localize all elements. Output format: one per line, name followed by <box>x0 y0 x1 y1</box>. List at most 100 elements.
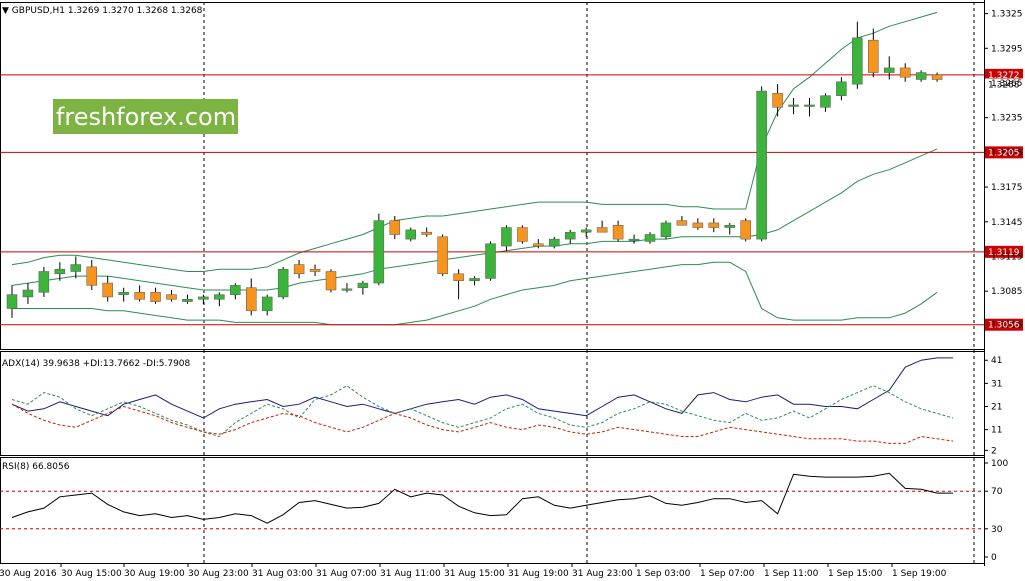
bull-candle <box>70 264 82 272</box>
bear-candle <box>868 39 879 73</box>
bull-candle <box>915 72 927 80</box>
band-middle-line <box>11 148 938 291</box>
bear-candle <box>596 227 608 233</box>
adx-series-line <box>11 385 954 438</box>
rsi-tick-label: 0 <box>991 553 997 563</box>
rsi-series-line <box>11 472 954 524</box>
bear-candle <box>692 222 704 228</box>
level-label-box <box>985 245 1023 258</box>
bull-candle <box>884 67 895 73</box>
time-tick-label: 30 Aug 19:00 <box>124 569 185 579</box>
bull-candle <box>373 220 385 284</box>
time-tick-label: 1 Sep 19:00 <box>892 569 947 579</box>
bull-candle <box>660 222 672 238</box>
bull-candle <box>501 227 512 247</box>
bear-candle <box>309 268 321 272</box>
price-tick-label: 1.3056 <box>991 321 1023 331</box>
level-label: 1.3272 <box>988 71 1020 81</box>
rsi-tick-label: 30 <box>991 525 1003 535</box>
bear-candle <box>676 220 688 226</box>
bear-candle <box>150 292 161 302</box>
price-tick-label: 1.3295 <box>991 44 1023 54</box>
panel-frame <box>0 2 985 350</box>
time-tick-label: 1 Sep 11:00 <box>764 569 819 579</box>
time-tick-label: 31 Aug 03:00 <box>252 569 313 579</box>
time-tick-label: 1 Sep 03:00 <box>636 569 691 579</box>
watermark-logo: freshforex.com <box>53 99 238 134</box>
bull-candle <box>836 81 847 96</box>
rsi-tick-label: 100 <box>991 459 1008 469</box>
bull-candle <box>724 224 735 228</box>
header-symbol: ▼ GBPUSD,H1 1.3269 1.3270 1.3268 1.3268 <box>2 6 203 16</box>
bull-candle <box>405 229 416 240</box>
chevron-down-icon[interactable]: ▼ <box>2 6 12 16</box>
time-tick-label: 30 Aug 23:00 <box>188 569 249 579</box>
rsi-title: RSI(8) 66.8056 <box>2 462 70 472</box>
bull-candle <box>341 288 353 291</box>
bear-candle <box>612 224 624 240</box>
bear-candle <box>166 294 177 300</box>
current-price-label: 1.3268 <box>988 80 1020 90</box>
bull-candle <box>357 282 369 288</box>
level-label-box <box>985 318 1023 331</box>
bull-candle <box>6 294 18 309</box>
bear-candle <box>899 67 911 78</box>
adx-tick-label: 11 <box>991 426 1002 436</box>
bear-candle <box>517 227 528 242</box>
price-tick-label: 1.3325 <box>991 10 1023 20</box>
level-label: 1.3205 <box>988 148 1020 158</box>
bear-candle <box>453 273 464 282</box>
bull-candle <box>54 268 66 275</box>
price-tick-label: 1.3115 <box>991 252 1023 262</box>
bull-candle <box>485 243 496 279</box>
adx-series-line <box>11 403 954 444</box>
bull-candle <box>565 231 576 240</box>
price-tick-label: 1.3175 <box>991 183 1023 193</box>
time-tick-label: 31 Aug 23:00 <box>572 569 633 579</box>
price-tick-label: 1.3265 <box>991 79 1023 89</box>
bear-candle <box>740 220 751 240</box>
bear-candle <box>102 282 113 298</box>
bull-candle <box>38 271 50 293</box>
price-tick-label: 1.3235 <box>991 114 1023 124</box>
bear-candle <box>772 93 783 108</box>
time-tick-label: 1 Sep 07:00 <box>700 569 755 579</box>
bull-candle <box>549 238 560 247</box>
bull-candle <box>230 285 241 295</box>
bear-candle <box>293 264 305 275</box>
bear-candle <box>246 287 257 312</box>
time-tick-label: 31 Aug 11:00 <box>380 569 441 579</box>
bear-candle <box>134 292 145 300</box>
bull-candle <box>198 296 209 300</box>
time-tick-label: 31 Aug 15:00 <box>444 569 505 579</box>
bull-candle <box>852 37 863 85</box>
level-label-box <box>985 146 1023 159</box>
adx-tick-label: 21 <box>991 402 1002 412</box>
adx-series-line <box>11 357 954 419</box>
band-upper-line <box>11 11 938 272</box>
time-tick-label: 1 Sep 15:00 <box>828 569 883 579</box>
bull-candle <box>22 289 34 298</box>
bull-candle <box>214 294 225 300</box>
bear-candle <box>389 220 401 235</box>
adx-title: ADX(14) 39.9638 +DI:13.7662 -DI:5.7908 <box>2 359 191 369</box>
level-label-box <box>985 68 1023 81</box>
adx-tick-label: 41 <box>991 356 1002 366</box>
bull-candle <box>182 299 193 302</box>
bull-candle <box>580 229 592 233</box>
time-tick-label: 31 Aug 07:00 <box>316 569 377 579</box>
bear-candle <box>708 222 720 228</box>
price-tick-label: 1.3085 <box>991 287 1023 297</box>
bear-candle <box>533 243 544 247</box>
watermark-text: freshforex.com <box>56 103 236 131</box>
bull-candle <box>788 104 799 107</box>
level-label: 1.3056 <box>988 321 1020 331</box>
price-tick-label: 1.3145 <box>991 218 1023 228</box>
time-tick-label: 30 Aug 2016 <box>0 569 57 579</box>
header-symbol-text: GBPUSD,H1 <box>12 6 65 16</box>
current-price-box <box>985 78 1023 90</box>
bull-candle <box>756 90 767 240</box>
panel-frame <box>0 351 985 456</box>
bear-candle <box>421 231 432 235</box>
